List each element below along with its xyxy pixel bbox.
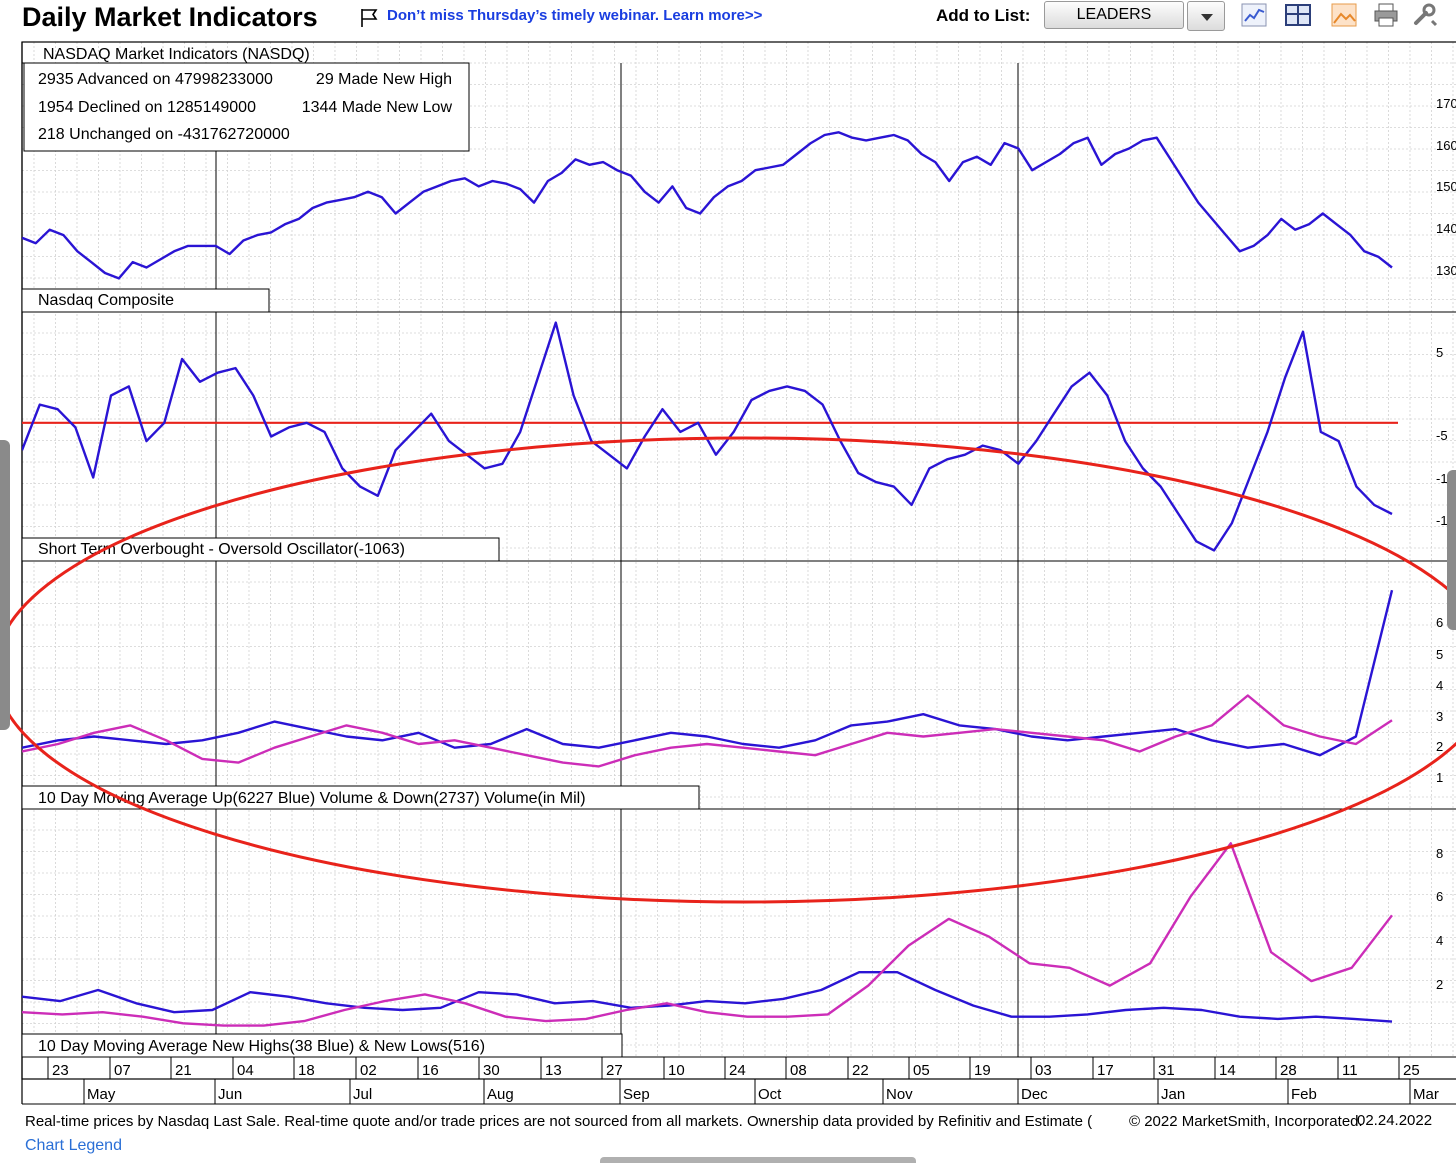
y-tick-label: 5 xyxy=(1436,345,1443,360)
image-icon[interactable] xyxy=(1330,1,1358,29)
x-month-label: Jun xyxy=(218,1086,242,1103)
x-month-label: Feb xyxy=(1291,1086,1317,1103)
x-day-label: 16 xyxy=(422,1062,439,1079)
x-month-label: Nov xyxy=(886,1086,913,1103)
chart-grid xyxy=(22,42,1456,1057)
x-month-label: Sep xyxy=(623,1086,650,1103)
chart-legend-link[interactable]: Chart Legend xyxy=(25,1137,122,1154)
x-month-label: Aug xyxy=(487,1086,514,1103)
x-day-label: 10 xyxy=(668,1062,685,1079)
y-axis-labels: 170 160 150 140 130 5 -5 -1 -1 6 5 4 3 2 1 8 6 4 2 xyxy=(1436,96,1456,992)
list-dropdown-button[interactable] xyxy=(1187,1,1225,31)
x-day-label: 27 xyxy=(606,1062,623,1079)
series-layer xyxy=(22,131,1398,1027)
x-day-label: 17 xyxy=(1097,1062,1114,1079)
oscillator-series-blue xyxy=(22,321,1393,552)
y-tick-label: 6 xyxy=(1436,889,1443,904)
x-axis: 23 07 21 04 18 02 16 30 13 27 10 24 08 22 05 19 03 17 31 14… xyxy=(47,1057,1439,1104)
line-chart-icon[interactable] xyxy=(1240,1,1268,29)
y-tick-label: 140 xyxy=(1436,221,1456,236)
x-day-label: 07 xyxy=(114,1062,131,1079)
new-high-count: 29 Made New High xyxy=(316,71,452,88)
y-tick-label: 4 xyxy=(1436,933,1443,948)
new_highs_lows_10day_ma-series-blue xyxy=(22,971,1393,1023)
declined-count: 1954 Declined on 1285149000 xyxy=(38,99,256,116)
left-resize-handle[interactable] xyxy=(0,440,10,730)
x-day-label: 23 xyxy=(52,1062,69,1079)
advanced-count: 2935 Advanced on 47998233000 xyxy=(38,71,273,88)
y-tick-label: 170 xyxy=(1436,96,1456,111)
composite-label-box xyxy=(21,288,270,313)
oscillator-panel-label: Short Term Overbought - Oversold Oscilla… xyxy=(38,541,405,558)
y-tick-label: 2 xyxy=(1436,739,1443,754)
highs-lows-panel-label: 10 Day Moving Average New Highs(38 Blue)… xyxy=(38,1038,485,1055)
unchanged-count: 218 Unchanged on -431762720000 xyxy=(38,126,290,143)
x-day-label: 21 xyxy=(175,1062,192,1079)
x-month-label: Jan xyxy=(1161,1086,1185,1103)
indicator-panel-title: NASDAQ Market Indicators (NASDQ) xyxy=(43,46,310,63)
y-tick-label: 1 xyxy=(1436,770,1443,785)
print-icon[interactable] xyxy=(1372,1,1400,29)
x-month-label: Oct xyxy=(758,1086,782,1103)
x-month-label: Jul xyxy=(353,1086,372,1103)
x-day-label: 25 xyxy=(1403,1062,1420,1079)
x-day-label: 05 xyxy=(913,1062,930,1079)
right-resize-handle[interactable] xyxy=(1447,470,1456,630)
volume-label-box xyxy=(21,785,700,810)
x-day-label: 28 xyxy=(1280,1062,1297,1079)
flag-icon[interactable] xyxy=(360,8,378,28)
y-tick-label: 6 xyxy=(1436,615,1443,630)
y-tick-label: 4 xyxy=(1436,678,1443,693)
x-day-label: 04 xyxy=(237,1062,254,1079)
y-tick-label: 2 xyxy=(1436,977,1443,992)
y-tick-label: 150 xyxy=(1436,179,1456,194)
highs-lows-label-box xyxy=(21,1033,623,1058)
y-tick-label: -5 xyxy=(1436,428,1448,443)
x-month-label: Mar xyxy=(1413,1086,1439,1103)
x-day-label: 14 xyxy=(1219,1062,1236,1079)
x-day-label: 22 xyxy=(852,1062,869,1079)
header-bar: Daily Market Indicators Don’t miss Thurs… xyxy=(0,0,1456,40)
page-title: Daily Market Indicators xyxy=(22,2,318,32)
disclaimer-text: Real-time prices by Nasdaq Last Sale. Re… xyxy=(25,1113,1093,1130)
stats-box xyxy=(23,62,470,152)
webinar-promo-link[interactable]: Don’t miss Thursday’s timely webinar. Le… xyxy=(387,7,763,24)
chart-date: 02.24.2022 xyxy=(1357,1112,1433,1129)
x-day-label: 24 xyxy=(729,1062,746,1079)
list-select[interactable]: LEADERS xyxy=(1044,1,1184,29)
x-month-label: Dec xyxy=(1021,1086,1048,1103)
y-tick-label: 3 xyxy=(1436,709,1443,724)
new-low-count: 1344 Made New Low xyxy=(302,99,453,116)
y-tick-label: -1 xyxy=(1436,471,1448,486)
new_highs_lows_10day_ma-series-magenta xyxy=(22,842,1393,1027)
x-day-label: 31 xyxy=(1158,1062,1175,1079)
annotation-ellipse xyxy=(0,436,1456,904)
y-tick-label: 8 xyxy=(1436,846,1443,861)
x-day-label: 13 xyxy=(545,1062,562,1079)
composite-panel-label: Nasdaq Composite xyxy=(38,292,174,309)
add-to-list-label: Add to List: xyxy=(936,6,1031,25)
x-day-label: 08 xyxy=(790,1062,807,1079)
oscillator-label-box xyxy=(21,537,500,562)
composite-series-blue xyxy=(22,131,1393,280)
x-day-label: 30 xyxy=(483,1062,500,1079)
x-day-label: 18 xyxy=(298,1062,315,1079)
volume-panel-label: 10 Day Moving Average Up(6227 Blue) Volu… xyxy=(38,790,586,807)
x-day-label: 11 xyxy=(1342,1062,1358,1079)
y-tick-label: 160 xyxy=(1436,138,1456,153)
y-tick-label: -1 xyxy=(1436,513,1448,528)
layout-icon[interactable] xyxy=(1284,1,1312,29)
volume_10day_ma-series-blue xyxy=(22,589,1394,757)
y-tick-label: 5 xyxy=(1436,647,1443,662)
x-day-label: 19 xyxy=(974,1062,991,1079)
horizontal-scrollbar[interactable] xyxy=(600,1157,916,1163)
y-tick-label: 130 xyxy=(1436,263,1456,278)
volume_10day_ma-series-magenta xyxy=(22,694,1393,768)
x-day-label: 03 xyxy=(1035,1062,1052,1079)
x-day-label: 02 xyxy=(360,1062,377,1079)
copyright-text: © 2022 MarketSmith, Incorporated. xyxy=(1129,1113,1363,1130)
x-month-label: May xyxy=(87,1086,116,1103)
settings-icon[interactable] xyxy=(1410,1,1438,29)
